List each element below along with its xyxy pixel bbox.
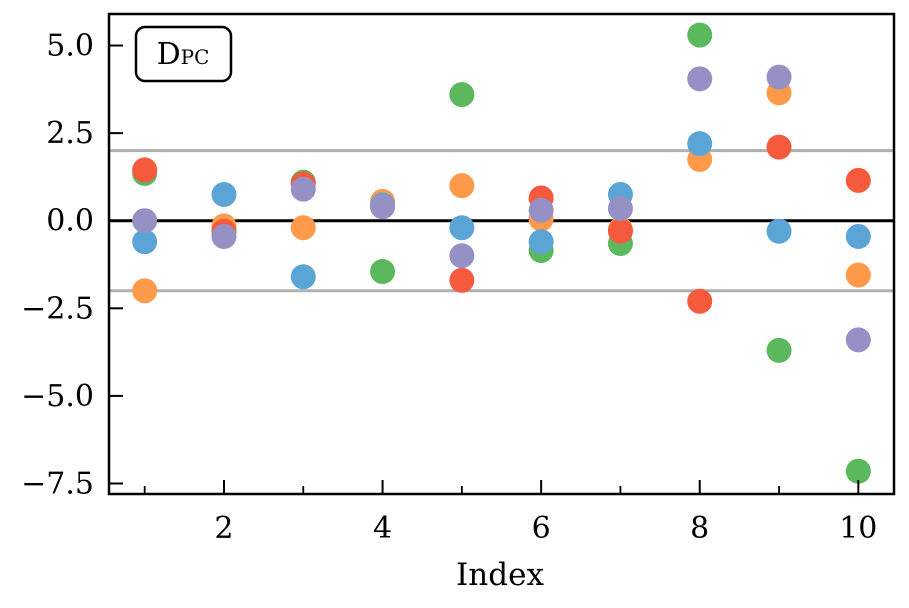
point-s3-2	[211, 181, 237, 207]
point-s4-5	[449, 243, 475, 269]
point-s2-5	[449, 267, 475, 293]
annotation-sub: PC	[181, 45, 210, 69]
y-tick-label: −7.5	[21, 466, 94, 501]
point-s3-9	[766, 218, 792, 244]
point-s3-10	[845, 223, 871, 249]
y-tick-label: 2.5	[46, 116, 94, 151]
point-s1-5	[449, 173, 475, 199]
x-tick-label: 2	[214, 511, 233, 546]
point-s4-6	[528, 197, 554, 223]
x-axis-title: Index	[456, 557, 544, 593]
point-s4-9	[766, 64, 792, 90]
plot-frame	[107, 12, 896, 496]
point-s3-8	[687, 131, 713, 157]
point-s0-10	[845, 458, 871, 484]
tick-labels: 2 4 6 8 10 5.0 2.5 0.0 −2.5 −5.0 −7.5	[21, 29, 877, 546]
point-s2-1	[132, 157, 158, 183]
annotation-badge: DPC	[134, 25, 233, 83]
point-s2-9	[766, 134, 792, 160]
annotation-box	[134, 25, 233, 83]
x-tick-label: 4	[373, 511, 392, 546]
point-s4-3	[290, 176, 316, 202]
point-s4-7	[607, 195, 633, 221]
data-points	[132, 22, 871, 484]
annotation-main: D	[157, 37, 181, 72]
point-s4-4	[370, 194, 396, 220]
point-s4-1	[132, 208, 158, 234]
point-s1-3	[290, 215, 316, 241]
point-s0-5	[449, 82, 475, 108]
y-tick-label: −5.0	[21, 379, 94, 414]
point-s4-8	[687, 66, 713, 92]
point-s1-1	[132, 278, 158, 304]
point-s3-6	[528, 229, 554, 255]
y-tick-label: 5.0	[46, 29, 94, 64]
point-s2-7	[607, 218, 633, 244]
point-s3-5	[449, 215, 475, 241]
point-s3-3	[290, 264, 316, 290]
point-s4-2	[211, 223, 237, 249]
y-tick-label: −2.5	[21, 291, 94, 326]
x-tick-label: 6	[532, 511, 551, 546]
axis-ticks	[109, 44, 860, 494]
x-tick-label: 8	[690, 511, 709, 546]
point-s1-10	[845, 262, 871, 288]
point-s4-10	[845, 327, 871, 353]
x-tick-label: 10	[839, 511, 877, 546]
point-s0-9	[766, 337, 792, 363]
annotation-label: DPC	[157, 37, 210, 72]
y-tick-label: 0.0	[46, 204, 94, 239]
point-s0-8	[687, 22, 713, 48]
point-s2-8	[687, 288, 713, 314]
point-s0-4	[370, 259, 396, 285]
reference-lines	[109, 149, 894, 293]
point-s3-1	[132, 229, 158, 255]
point-s2-10	[845, 167, 871, 193]
